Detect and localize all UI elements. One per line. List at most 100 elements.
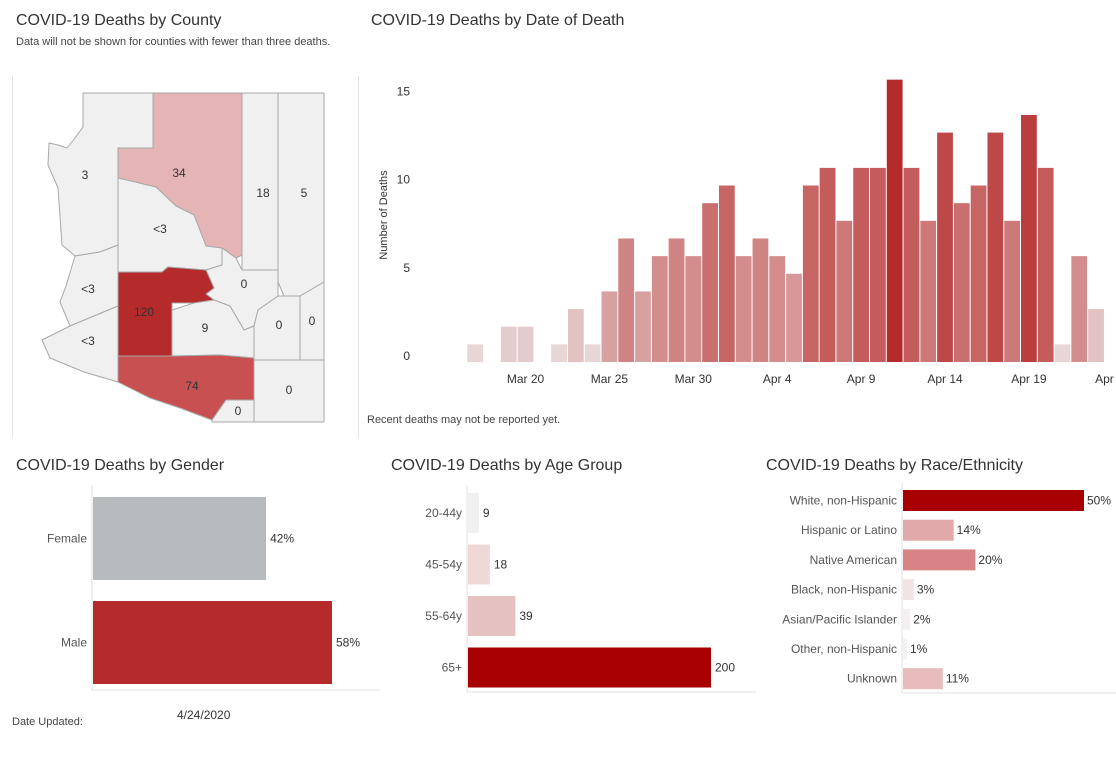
age-chart-title: COVID-19 Deaths by Age Group <box>391 457 623 474</box>
date-bar <box>903 167 920 362</box>
date-bar <box>1021 114 1037 362</box>
y-tick-label: 15 <box>397 84 411 98</box>
race-bar <box>903 549 976 571</box>
date-updated-label: Date Updated: <box>12 716 83 728</box>
age-bar <box>468 544 490 585</box>
x-tick-label: Apr 4 <box>763 372 792 386</box>
x-tick-label: Mar 20 <box>507 372 545 386</box>
race-category-label: Other, non-Hispanic <box>791 642 897 656</box>
x-tick-label: Apr 19 <box>1011 372 1047 386</box>
race-value-label: 3% <box>917 583 935 597</box>
date-bar <box>853 167 869 362</box>
date-bar <box>1004 220 1021 362</box>
race-category-label: White, non-Hispanic <box>790 494 897 508</box>
age-value-label: 9 <box>483 506 490 520</box>
age-value-label: 200 <box>715 661 735 675</box>
race-value-label: 14% <box>957 523 981 537</box>
county-label-graham: 0 <box>276 318 283 332</box>
gender-bar <box>93 601 332 684</box>
race-value-label: 2% <box>913 612 931 626</box>
county-label-gila: 0 <box>241 277 248 291</box>
gender-category-label: Female <box>47 532 87 546</box>
race-bar <box>903 668 943 690</box>
county-cochise[interactable] <box>253 359 325 423</box>
date-bar <box>685 256 702 362</box>
date-bar <box>1037 167 1054 362</box>
county-label-navajo: 18 <box>256 186 270 200</box>
race-bar <box>903 638 907 660</box>
age-bar <box>468 596 516 636</box>
county-label-pima: 74 <box>185 379 199 393</box>
date-chart-note: Recent deaths may not be reported yet. <box>367 414 561 426</box>
date-chart-title: COVID-19 Deaths by Date of Death <box>371 12 625 29</box>
gender-value-label: 42% <box>270 532 294 546</box>
county-navajo[interactable] <box>241 92 279 271</box>
race-category-label: Asian/Pacific Islander <box>782 612 897 626</box>
gender-bar <box>93 497 267 580</box>
age-value-label: 18 <box>494 558 508 572</box>
date-bar <box>718 185 735 362</box>
map-right-border <box>358 76 359 438</box>
county-label-greenlee: 0 <box>309 314 316 328</box>
race-value-label: 11% <box>946 672 969 686</box>
race-value-label: 20% <box>978 553 1002 567</box>
race-category-label: Black, non-Hispanic <box>791 583 897 597</box>
map-subtitle: Data will not be shown for counties with… <box>16 36 331 48</box>
y-axis-label: Number of Deaths <box>378 170 390 260</box>
date-bar <box>1071 256 1088 362</box>
date-updated-value: 4/24/2020 <box>177 708 231 722</box>
map-left-border <box>12 76 13 438</box>
county-label-cochise: 0 <box>286 383 293 397</box>
county-label-maricopa: 120 <box>134 305 154 319</box>
date-bar <box>1088 309 1104 362</box>
date-bar <box>987 132 1004 362</box>
x-tick-label: Apr 24 <box>1095 372 1116 386</box>
y-tick-label: 0 <box>403 349 410 363</box>
race-value-label: 1% <box>910 642 928 656</box>
age-value-label: 39 <box>519 609 533 623</box>
date-bar <box>467 344 484 362</box>
race-category-label: Hispanic or Latino <box>801 523 897 537</box>
county-label-pinal: 9 <box>202 321 209 335</box>
race-chart-title: COVID-19 Deaths by Race/Ethnicity <box>766 457 1023 474</box>
x-tick-label: Apr 14 <box>927 372 963 386</box>
date-bar <box>937 132 953 362</box>
date-bar <box>651 256 668 362</box>
date-bar <box>735 256 752 362</box>
county-label-apache: 5 <box>301 186 308 200</box>
age-category-label: 45-54y <box>425 558 462 572</box>
race-bar <box>903 490 1084 511</box>
county-label-la-paz: <3 <box>81 282 95 296</box>
race-bar <box>903 579 914 601</box>
age-category-label: 65+ <box>442 661 462 675</box>
date-bar <box>870 167 886 362</box>
age-bar <box>468 647 711 688</box>
date-bar <box>786 273 802 362</box>
date-of-death-chart: Number of Deaths 0 5 10 15 Mar 20 Mar 25 Mar 30… <box>378 79 1116 386</box>
age-bar <box>468 493 479 533</box>
y-tick-label: 10 <box>397 173 411 187</box>
date-bar <box>1054 344 1071 362</box>
county-label-coconino: 34 <box>172 166 186 180</box>
race-bar <box>903 608 911 630</box>
arizona-county-map: 3 34 18 5 <3 <3 0 <3 120 9 0 0 74 0 0 <box>41 92 325 423</box>
county-label-yavapai: <3 <box>153 222 167 236</box>
date-bar <box>618 238 635 362</box>
date-bar <box>970 185 987 362</box>
date-bar <box>584 344 601 362</box>
x-tick-label: Mar 25 <box>591 372 629 386</box>
date-bar <box>752 238 769 362</box>
county-santa-cruz[interactable] <box>211 399 255 423</box>
date-bar <box>517 326 534 362</box>
date-bar <box>567 309 584 362</box>
county-label-santa-cruz: 0 <box>235 404 242 418</box>
map-title: COVID-19 Deaths by County <box>16 12 222 29</box>
date-bar <box>769 256 786 362</box>
date-bar <box>920 220 937 362</box>
age-group-chart: 20-44y 9 45-54y 18 55-64y 39 65+ 200 <box>425 485 756 693</box>
race-category-label: Unknown <box>847 672 897 686</box>
race-bar <box>903 519 954 541</box>
date-bar <box>500 326 517 362</box>
race-category-label: Native American <box>810 553 897 567</box>
county-label-yuma: <3 <box>81 334 95 348</box>
